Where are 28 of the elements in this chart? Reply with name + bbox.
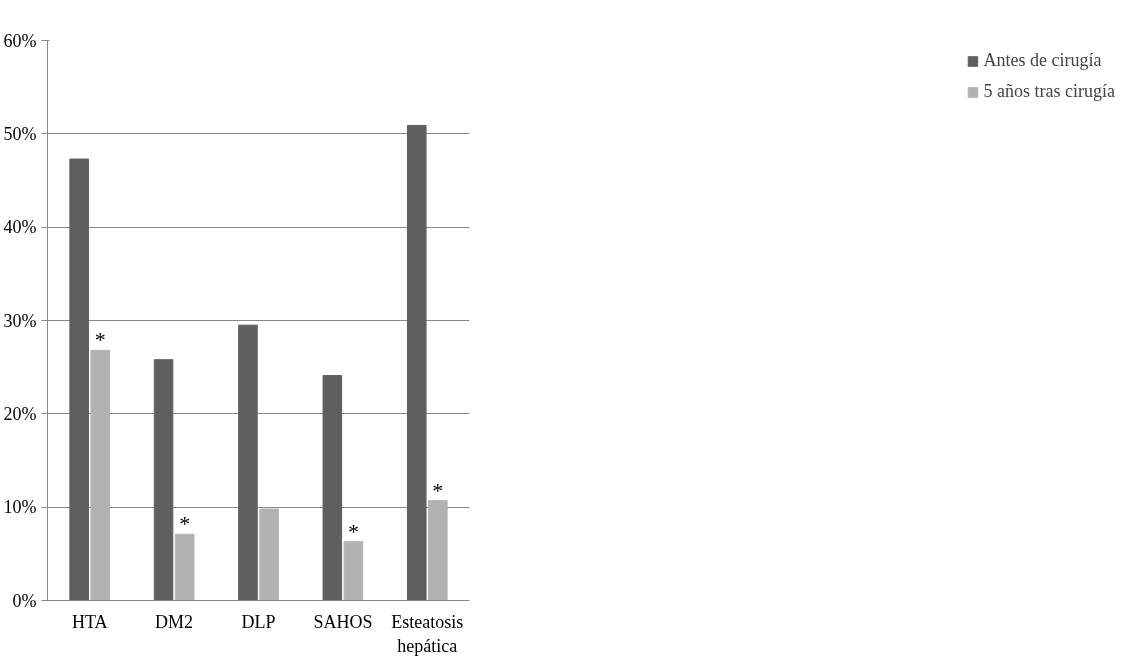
annotation: * (94, 327, 106, 353)
x-tick-label: DLP (241, 611, 276, 632)
bar (153, 359, 174, 601)
x-tick-label: DM2 (155, 611, 194, 632)
annotation: * (179, 511, 191, 537)
bar (174, 533, 195, 601)
annotation: * (347, 518, 359, 544)
legend-label: Antes de cirugía (983, 50, 1102, 71)
bar (90, 349, 111, 601)
bar (69, 158, 89, 601)
bar (343, 541, 364, 601)
annotation: * (432, 477, 444, 503)
y-tick-label: 10% (3, 497, 37, 518)
x-tick-label: SAHOS (313, 611, 373, 632)
legend-label: 5 años tras cirugía (983, 81, 1115, 102)
x-tick-label: Esteatosis hepática (391, 611, 464, 656)
bar (322, 375, 343, 601)
y-tick-label: 40% (3, 217, 37, 238)
y-tick-label: 60% (3, 30, 37, 51)
y-tick-label: 50% (3, 123, 37, 144)
bar (238, 324, 258, 601)
y-tick-label: 30% (3, 310, 37, 331)
y-tick-label: 0% (12, 590, 37, 611)
x-tick-label: HTA (71, 611, 108, 632)
y-tick-label: 20% (3, 403, 37, 424)
bar (259, 508, 279, 601)
bar (428, 500, 448, 601)
bar (406, 124, 427, 601)
